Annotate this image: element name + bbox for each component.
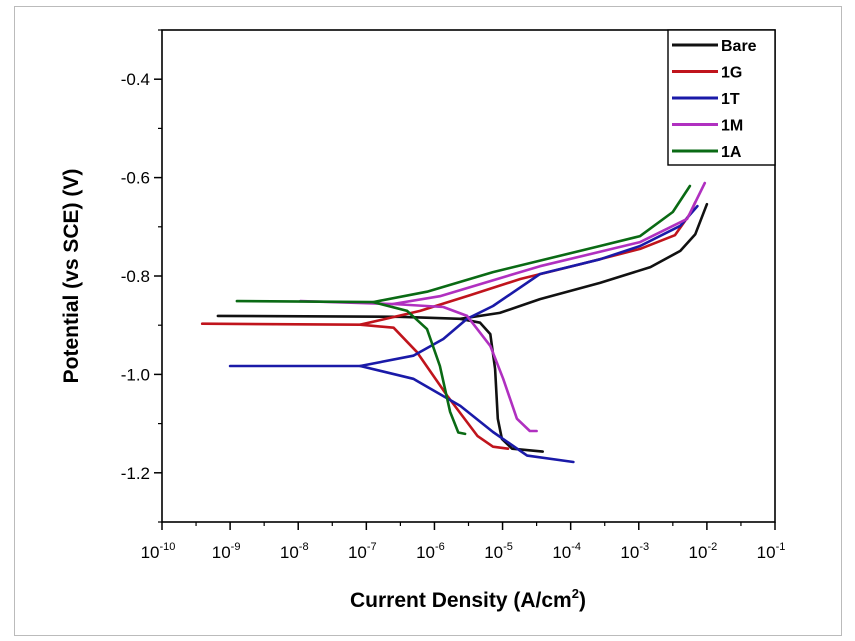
legend-label-1a: 1A xyxy=(721,144,742,161)
legend-label-1g: 1G xyxy=(721,65,742,82)
series-1a-anodic xyxy=(371,184,692,304)
x-tick-label: 10-9 xyxy=(212,541,241,562)
series-1g-cathodic xyxy=(200,322,510,451)
x-tick-label: 10-6 xyxy=(416,541,445,562)
legend-label-1t: 1T xyxy=(721,91,740,108)
x-tick-label: 10-4 xyxy=(552,541,581,562)
figure-frame xyxy=(14,6,842,636)
x-tick-label: 10-5 xyxy=(484,541,513,562)
x-tick-label: 10-3 xyxy=(620,541,649,562)
y-tick-label: -0.4 xyxy=(121,70,150,89)
series-bare-anodic xyxy=(458,202,709,321)
y-tick-label: -0.8 xyxy=(121,267,150,286)
y-tick-label: -1.0 xyxy=(121,365,150,384)
series-1t-anodic xyxy=(358,204,699,368)
x-tick-label: 10-1 xyxy=(757,541,786,562)
series-1m-anodic xyxy=(391,181,707,306)
legend-label-bare: Bare xyxy=(721,38,757,55)
x-tick-label: 10-10 xyxy=(141,541,176,562)
y-axis-title: Potential (vs SCE) (V) xyxy=(60,169,83,384)
y-tick-label: -0.6 xyxy=(121,169,150,188)
series-1a-cathodic xyxy=(235,299,467,436)
plot-lines xyxy=(200,181,709,464)
axis-ticks: 10-10 10-9 10-8 10-7 10-6 10-5 10-4 10-3 10-2 10-… xyxy=(121,29,786,562)
legend: Bare 1G 1T 1M 1A xyxy=(667,29,776,166)
y-tick-label: -1.2 xyxy=(121,464,150,483)
series-1t-cathodic xyxy=(228,364,575,464)
x-tick-label: 10-7 xyxy=(348,541,377,562)
series-1m-cathodic xyxy=(298,299,538,433)
x-tick-label: 10-8 xyxy=(280,541,309,562)
legend-label-1m: 1M xyxy=(721,118,743,135)
x-tick-label: 10-2 xyxy=(689,541,718,562)
x-axis-title: Current Density (A/cm2) xyxy=(350,586,586,612)
